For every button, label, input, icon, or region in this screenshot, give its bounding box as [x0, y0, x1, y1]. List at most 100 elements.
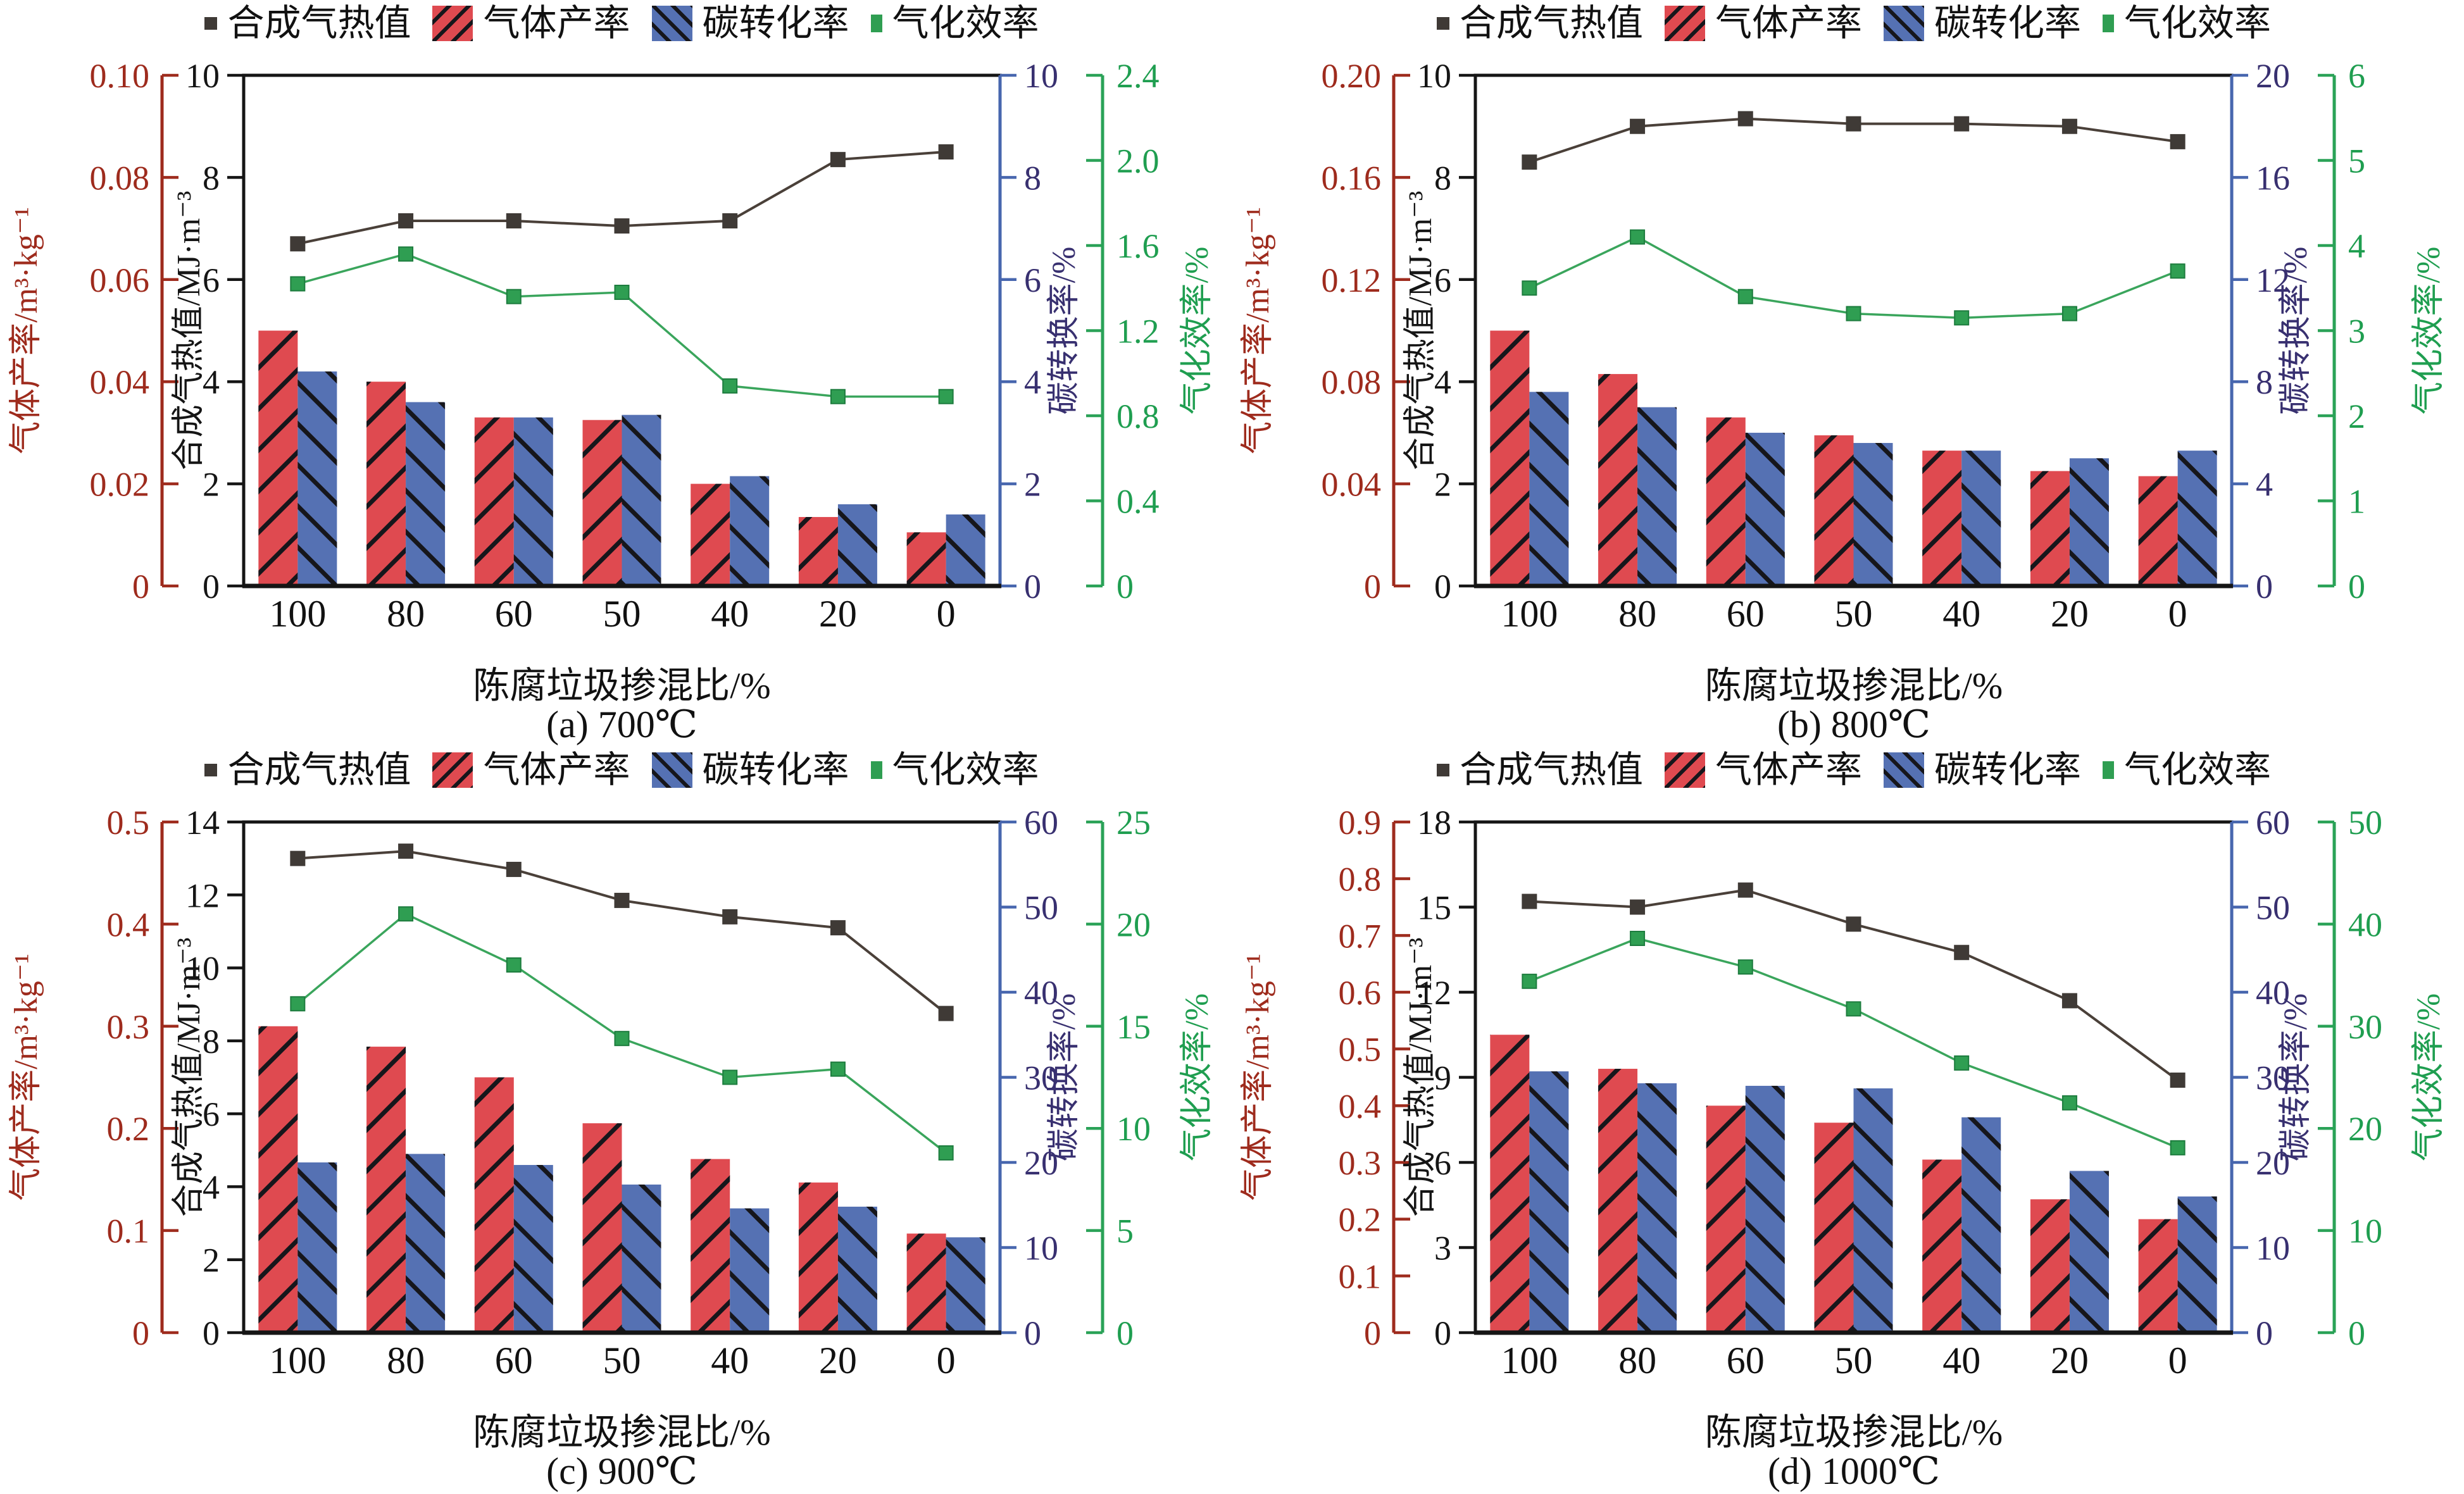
svg-text:1.6: 1.6	[1116, 227, 1160, 265]
svg-text:气化效率/%: 气化效率/%	[2411, 993, 2447, 1162]
svg-text:6: 6	[203, 1095, 220, 1133]
panel-caption: (b) 800℃	[1777, 704, 1931, 745]
legend-item-carbon-conversion: 碳转化率	[1884, 5, 2081, 42]
legend-item-gas-yield: 气体产率	[1664, 3, 1862, 44]
svg-text:4: 4	[203, 1168, 220, 1206]
green-square-marker-icon	[2103, 15, 2115, 32]
svg-text:碳转换率/%: 碳转换率/%	[1046, 993, 1082, 1162]
svg-text:18: 18	[1417, 804, 1451, 842]
x-axis-label: 陈腐垃圾掺混比/%	[1704, 1412, 2003, 1453]
x-axis-label: 陈腐垃圾掺混比/%	[1704, 665, 2003, 706]
svg-text:气体产率/m³·kg⁻¹: 气体产率/m³·kg⁻¹	[8, 954, 44, 1201]
legend-item-carbon-conversion: 碳转化率	[651, 3, 849, 44]
svg-text:0: 0	[1116, 568, 1134, 606]
svg-text:60: 60	[1727, 593, 1765, 635]
legend-item-gasification-efficiency: 气化效率	[2103, 5, 2271, 42]
svg-text:0.9: 0.9	[1339, 804, 1382, 842]
legend-item-heating-value: 合成气热值	[204, 5, 411, 42]
svg-text:12: 12	[1417, 974, 1451, 1012]
panel-caption: (c) 900℃	[546, 1450, 697, 1492]
svg-text:4: 4	[203, 363, 220, 401]
svg-text:气化效率/%: 气化效率/%	[1179, 993, 1215, 1162]
svg-text:40: 40	[1942, 593, 1980, 635]
panel-800c: 合成气热值 气体产率 碳转化率 气化效率 0 2 4 6 8 10 0 0.04 0.08 0.1…	[1232, 0, 2464, 747]
svg-text:气化效率/%: 气化效率/%	[2411, 247, 2447, 415]
svg-text:合成气热值/MJ·m⁻³: 合成气热值/MJ·m⁻³	[1403, 191, 1439, 471]
svg-text:60: 60	[495, 1340, 533, 1381]
svg-text:20: 20	[819, 593, 857, 635]
svg-text:5: 5	[1116, 1212, 1134, 1250]
svg-text:0: 0	[203, 568, 220, 606]
svg-text:8: 8	[1024, 159, 1041, 197]
legend-label: 气体产率	[483, 749, 630, 790]
svg-text:0.5: 0.5	[107, 804, 150, 842]
svg-text:9: 9	[1434, 1059, 1451, 1097]
svg-text:碳转换率/%: 碳转换率/%	[1046, 247, 1082, 415]
svg-text:0: 0	[1434, 568, 1451, 606]
legend-item-gasification-efficiency: 气化效率	[2103, 752, 2271, 788]
svg-text:0.4: 0.4	[1339, 1087, 1382, 1125]
blue-hatched-bar-marker-icon	[651, 6, 692, 41]
legend: 合成气热值 气体产率 碳转化率 气化效率	[12, 0, 1232, 47]
svg-text:0.4: 0.4	[107, 906, 150, 943]
svg-text:12: 12	[2256, 261, 2290, 299]
dark-square-line-marker-icon	[204, 764, 218, 776]
svg-text:0.08: 0.08	[90, 159, 150, 197]
svg-text:10: 10	[2348, 1212, 2382, 1250]
legend-label: 合成气热值	[227, 3, 411, 44]
svg-text:10: 10	[2256, 1229, 2290, 1267]
svg-text:4: 4	[2348, 227, 2365, 265]
red-hatched-bar-marker-icon	[432, 6, 473, 41]
svg-text:0.06: 0.06	[90, 261, 150, 299]
green-square-marker-icon	[870, 761, 882, 779]
svg-text:30: 30	[2256, 1059, 2290, 1097]
legend-label: 合成气热值	[227, 749, 411, 790]
svg-text:60: 60	[2256, 804, 2290, 842]
x-axis-label: 陈腐垃圾掺混比/%	[473, 665, 771, 706]
svg-text:0: 0	[937, 593, 956, 635]
svg-text:14: 14	[185, 804, 220, 842]
svg-text:2: 2	[203, 466, 220, 504]
svg-text:0: 0	[1024, 568, 1041, 606]
svg-text:0: 0	[2256, 568, 2273, 606]
legend-item-carbon-conversion: 碳转化率	[651, 752, 849, 788]
legend-label: 气化效率	[892, 749, 1039, 790]
svg-text:0: 0	[132, 568, 149, 606]
legend: 合成气热值 气体产率 碳转化率 气化效率	[12, 747, 1232, 794]
svg-text:5: 5	[2348, 142, 2365, 180]
legend-label: 合成气热值	[1459, 749, 1643, 790]
legend: 合成气热值 气体产率 碳转化率 气化效率	[1244, 747, 2464, 794]
legend-label: 碳转化率	[1934, 3, 2082, 44]
svg-text:气体产率/m³·kg⁻¹: 气体产率/m³·kg⁻¹	[8, 207, 44, 454]
svg-text:气体产率/m³·kg⁻¹: 气体产率/m³·kg⁻¹	[1240, 954, 1276, 1201]
svg-text:3: 3	[1434, 1229, 1451, 1267]
legend-label: 气体产率	[1715, 3, 1862, 44]
svg-text:碳转换率/%: 碳转换率/%	[2278, 247, 2314, 415]
svg-text:0.04: 0.04	[90, 363, 150, 401]
svg-text:10: 10	[1116, 1110, 1151, 1148]
svg-text:100: 100	[1501, 593, 1558, 635]
legend-item-gasification-efficiency: 气化效率	[870, 749, 1039, 790]
legend-label: 气化效率	[892, 3, 1039, 44]
svg-text:8: 8	[2256, 363, 2273, 401]
svg-text:2: 2	[203, 1242, 220, 1279]
svg-text:0: 0	[1434, 1314, 1451, 1352]
dark-square-line-marker-icon	[1436, 764, 1449, 776]
red-hatched-bar-marker-icon	[1664, 752, 1705, 788]
legend-item-heating-value: 合成气热值	[1436, 749, 1643, 790]
svg-text:20: 20	[2256, 1144, 2290, 1182]
svg-text:25: 25	[1116, 804, 1151, 842]
green-square-marker-icon	[2103, 761, 2115, 779]
svg-text:3: 3	[2348, 313, 2365, 351]
svg-text:0.3: 0.3	[1339, 1144, 1382, 1182]
svg-text:100: 100	[1501, 1340, 1558, 1381]
legend-label: 碳转化率	[702, 3, 849, 44]
svg-text:100: 100	[269, 1340, 326, 1381]
svg-text:0.1: 0.1	[107, 1212, 150, 1250]
svg-text:6: 6	[1024, 261, 1041, 299]
svg-text:40: 40	[711, 1340, 749, 1381]
legend-label: 碳转化率	[1934, 749, 2082, 790]
svg-text:0: 0	[2168, 1340, 2187, 1381]
svg-text:合成气热值/MJ·m⁻³: 合成气热值/MJ·m⁻³	[171, 938, 207, 1217]
svg-text:0: 0	[2348, 568, 2365, 606]
